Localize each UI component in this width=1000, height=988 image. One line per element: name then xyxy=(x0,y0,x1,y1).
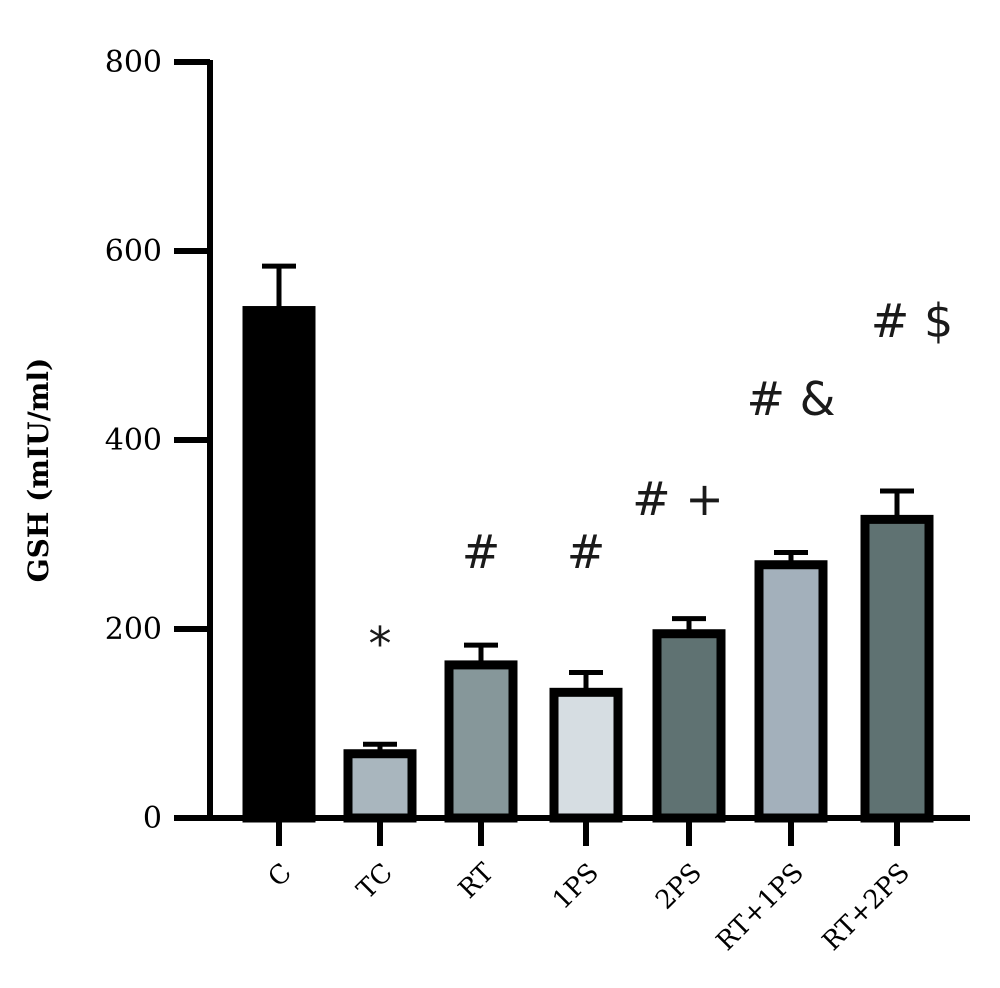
error-bars-group xyxy=(262,263,914,754)
bar-c xyxy=(242,306,316,823)
significance-annotation: # $ xyxy=(871,294,953,348)
error-bar xyxy=(880,488,914,520)
x-tick-label: 2PS xyxy=(650,858,708,916)
bar-rt-plus-1ps xyxy=(754,560,828,823)
bar-tc xyxy=(343,749,417,823)
significance-annotation: # xyxy=(567,525,606,579)
error-bar xyxy=(464,642,498,665)
error-bar xyxy=(672,616,706,634)
significance-annotation: # + xyxy=(632,472,724,526)
x-tick-label: C xyxy=(263,858,298,893)
y-tick-label: 400 xyxy=(105,423,162,458)
error-bar xyxy=(774,549,808,565)
error-bar xyxy=(262,263,296,311)
x-tick-label: TC xyxy=(351,858,399,906)
bar-rt-plus-2ps xyxy=(860,514,934,823)
significance-annotation: # & xyxy=(746,372,835,426)
x-tick-label: 1PS xyxy=(547,858,605,916)
bar-rt xyxy=(444,660,518,823)
annotations-group: * # # # + # & # $ xyxy=(369,294,954,671)
y-ticks-group: 0 200 400 600 800 xyxy=(105,45,210,836)
bar-1ps xyxy=(549,687,623,823)
error-bar xyxy=(569,669,603,693)
y-axis-label: GSH (mIU/ml) xyxy=(22,358,55,582)
error-bar xyxy=(363,741,397,754)
significance-annotation: * xyxy=(369,617,392,671)
y-tick-label: 800 xyxy=(105,45,162,80)
y-tick-label: 200 xyxy=(105,612,162,647)
significance-annotation: # xyxy=(462,525,501,579)
bar-2ps xyxy=(652,629,726,823)
x-tick-label: RT xyxy=(453,857,500,904)
x-labels-group: C TC RT 1PS 2PS RT+1PS RT+2PS xyxy=(263,857,916,957)
x-tick-label: RT+1PS xyxy=(711,858,810,957)
y-tick-label: 0 xyxy=(143,801,162,836)
x-tick-label: RT+2PS xyxy=(817,858,916,957)
y-tick-label: 600 xyxy=(105,234,162,269)
